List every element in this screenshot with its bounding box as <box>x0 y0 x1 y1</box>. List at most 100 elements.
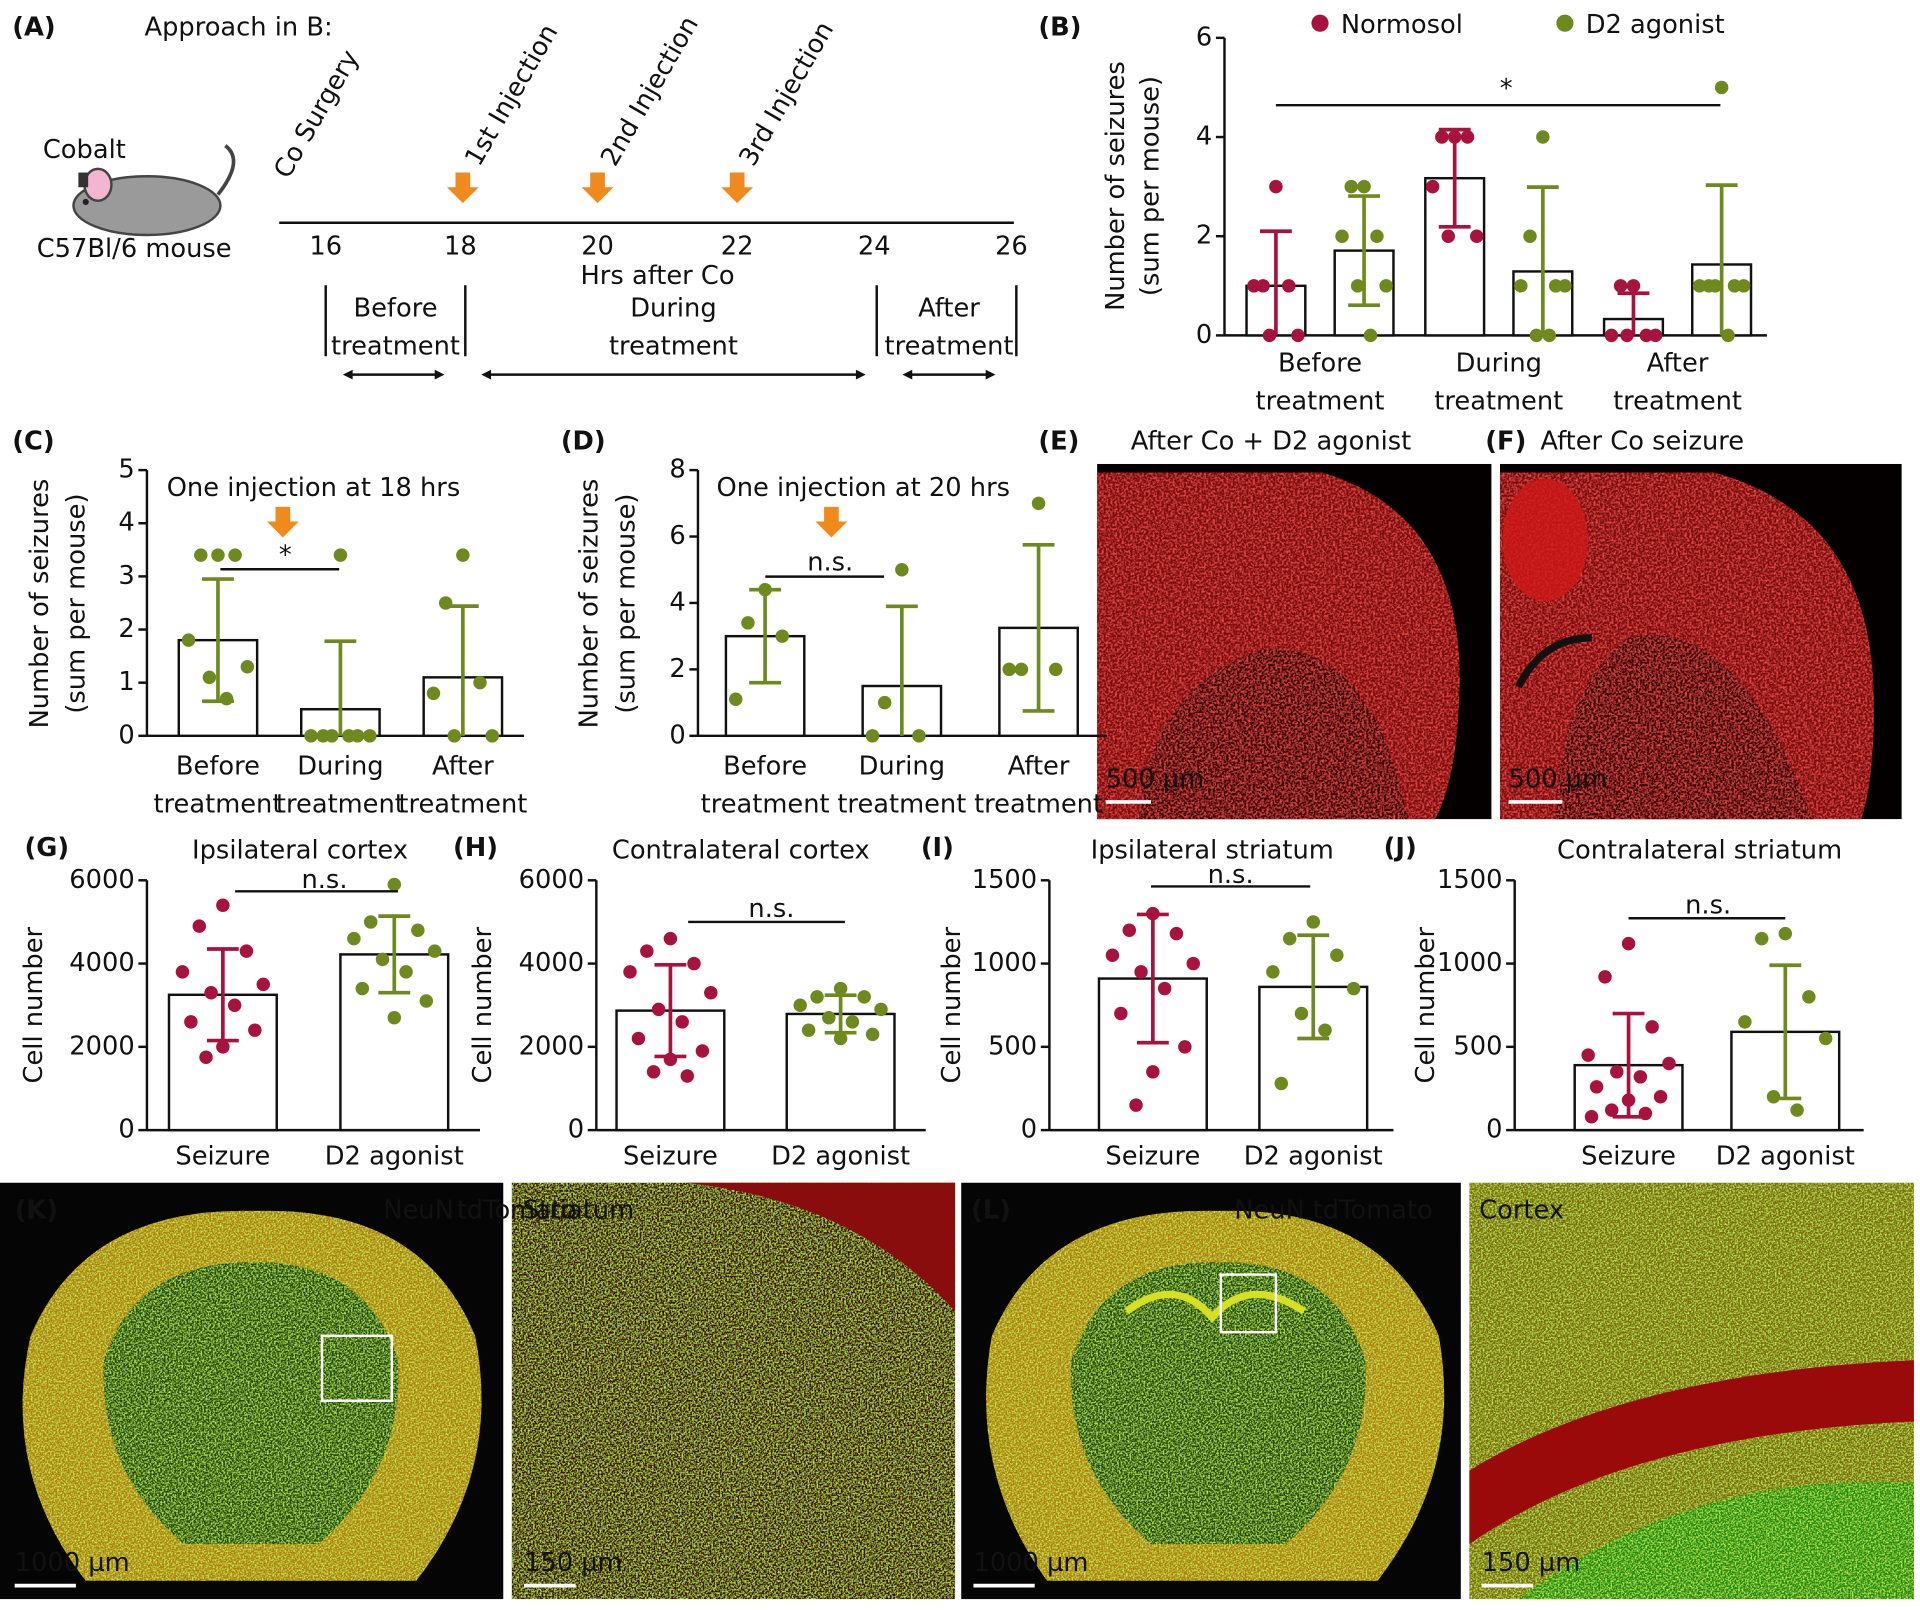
scale-bar-label: 500 µm <box>1509 764 1608 794</box>
image-caption: Striatum <box>523 1195 634 1225</box>
data-point <box>728 692 743 707</box>
data-point <box>1031 496 1046 511</box>
data-point <box>1335 229 1349 243</box>
legend-marker <box>1556 14 1574 32</box>
x-tick-label: After treatment <box>1613 348 1742 416</box>
stain-label: NeuN <box>383 1195 454 1225</box>
data-point <box>1766 1090 1781 1104</box>
scale-bar-label: 150 µm <box>524 1548 623 1578</box>
error-bar <box>1022 542 1055 713</box>
y-tick-label: 0 <box>118 720 134 750</box>
data-point <box>1370 229 1384 243</box>
y-tick-label: 2 <box>669 654 685 684</box>
y-tick-label: 1 <box>118 667 134 697</box>
panel-label: (A) <box>12 13 55 43</box>
data-point <box>304 729 318 743</box>
event-label: 3rd Injection <box>734 17 841 172</box>
y-tick-label: 0 <box>1196 320 1212 350</box>
significance-label: * <box>1500 74 1513 104</box>
data-point <box>758 582 772 597</box>
data-point <box>695 1044 710 1058</box>
data-point <box>219 691 234 706</box>
time-tick-label: 20 <box>581 232 614 262</box>
data-point <box>1818 1031 1833 1046</box>
data-point <box>631 1031 646 1046</box>
data-point <box>256 977 270 992</box>
y-tick-label: 0 <box>1486 1115 1502 1145</box>
y-axis-label: Number of seizures <box>25 479 55 729</box>
y-axis-label: Number of seizures <box>575 479 605 729</box>
data-point <box>427 944 442 958</box>
data-point <box>1291 328 1305 343</box>
error-bar <box>1526 185 1559 336</box>
data-point <box>1344 179 1358 194</box>
panel-label: (L) <box>971 1195 1011 1225</box>
significance-label: n.s. <box>807 548 853 578</box>
y-axis-label: Cell number <box>937 927 967 1084</box>
data-point <box>1146 906 1160 921</box>
data-point <box>877 695 892 710</box>
data-point <box>1274 1076 1289 1091</box>
y-tick-label: 1000 <box>1437 948 1502 978</box>
legend-label: Normosol <box>1341 10 1463 40</box>
data-point <box>912 729 926 743</box>
annotation: One injection at 18 hrs <box>167 473 461 503</box>
data-point <box>1048 662 1063 677</box>
data-point <box>1714 80 1729 95</box>
time-tick-label: 26 <box>995 232 1028 262</box>
data-point <box>248 1023 262 1037</box>
y-tick-label: 4 <box>118 508 134 538</box>
y-tick-label: 4 <box>669 587 685 617</box>
data-point <box>399 965 413 979</box>
x-tick-label: Seizure <box>1581 1142 1676 1172</box>
data-point <box>833 981 848 996</box>
time-axis-label: Hrs after Co <box>580 261 734 291</box>
data-point <box>1708 279 1722 293</box>
data-point <box>1584 1110 1599 1124</box>
data-point <box>1318 1023 1332 1037</box>
data-point <box>1105 948 1120 962</box>
panel-label: (C) <box>12 426 54 456</box>
y-axis-label: Cell number <box>19 927 49 1084</box>
panel-label: (E) <box>1038 426 1079 456</box>
data-point <box>1002 662 1016 677</box>
data-point <box>1178 1040 1192 1054</box>
chart-title: Ipsilateral striatum <box>1091 835 1334 865</box>
data-point <box>1357 179 1371 194</box>
y-tick-label: 6 <box>669 521 685 551</box>
y-tick-label: 4000 <box>519 948 584 978</box>
y-tick-label: 500 <box>988 1031 1037 1061</box>
data-point <box>239 944 254 958</box>
data-point <box>1648 328 1663 343</box>
error-bar <box>1297 933 1330 1041</box>
y-tick-label: 3 <box>118 561 134 591</box>
error-bar <box>378 914 411 995</box>
y-axis-label: (sum per mouse) <box>611 494 641 714</box>
data-point <box>1262 328 1277 343</box>
data-point <box>1626 279 1641 293</box>
data-point <box>175 965 190 979</box>
data-point <box>485 729 499 743</box>
data-point <box>704 985 718 1000</box>
stain-label: tdTomato <box>457 1195 577 1225</box>
error-bar <box>324 639 357 736</box>
data-point <box>1330 948 1344 962</box>
data-point <box>1379 279 1393 293</box>
data-point <box>845 1015 860 1029</box>
data-point <box>1447 130 1462 144</box>
data-point <box>1122 923 1137 937</box>
data-point <box>1523 229 1537 243</box>
data-point <box>1620 328 1634 343</box>
data-point <box>623 965 637 979</box>
data-point <box>680 1069 694 1083</box>
data-point <box>1247 279 1261 293</box>
data-point <box>640 944 654 958</box>
data-point <box>325 729 339 743</box>
scale-bar-label: 1000 µm <box>973 1548 1088 1578</box>
panel-label: (G) <box>24 833 69 863</box>
error-bar <box>1438 127 1471 229</box>
phase-label: During treatment <box>609 293 738 361</box>
time-tick-label: 22 <box>721 232 754 262</box>
